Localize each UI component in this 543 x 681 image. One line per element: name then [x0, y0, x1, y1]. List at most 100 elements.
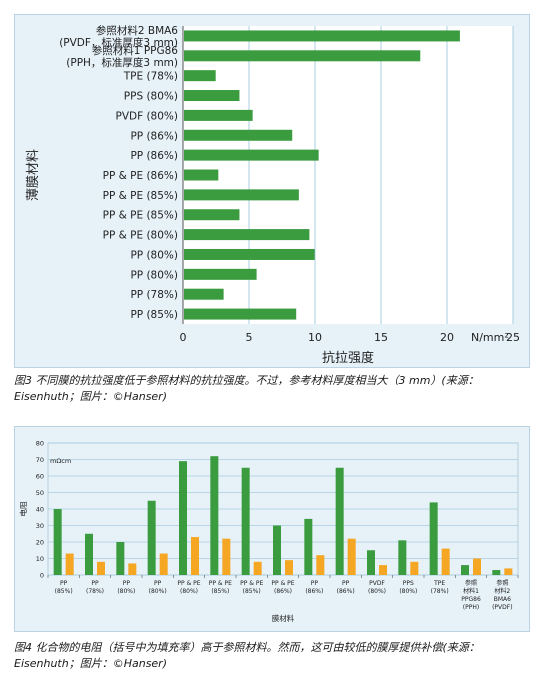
chart-panel-tensile-strength: 0 5 10 15 20 25 参照材料2 BMA6 (PVDF，标准厚度3 mm) 参照材料1… [14, 14, 530, 368]
category-label: (86%) [274, 588, 292, 595]
bar [410, 561, 419, 575]
category-label: (80%) [180, 588, 198, 595]
category-label: PP (86%) [130, 150, 178, 162]
bar [184, 288, 224, 300]
category-label: PP (80%) [130, 249, 178, 261]
x-axis-title: 抗拉强度 [322, 350, 374, 366]
y-tick-label: 30 [36, 522, 44, 530]
bar [184, 268, 257, 280]
x-unit-label: N/mm² [471, 331, 509, 344]
category-label: PP [60, 580, 68, 587]
category-label: PPG86 [461, 596, 481, 603]
category-label: PVDF [369, 580, 385, 587]
x-tick-label: 10 [308, 331, 322, 344]
bar [184, 109, 253, 121]
category-label: PPS [403, 580, 414, 587]
category-label: (PPH) [463, 604, 479, 611]
category-label: PVDF (80%) [115, 110, 178, 122]
category-label: PP & PE [240, 580, 263, 587]
bar [304, 518, 313, 575]
category-label: 材料2 [494, 587, 510, 595]
category-label: 参照 [496, 579, 508, 587]
category-label: 材料1 [463, 587, 479, 595]
category-label: PPS (80%) [124, 91, 178, 103]
category-label: (85%) [243, 588, 261, 595]
bar [179, 461, 187, 575]
bar [184, 189, 299, 201]
bar [116, 542, 125, 575]
y-tick-label: 50 [36, 489, 44, 497]
category-label: BMA6 [494, 596, 511, 603]
y-axis-title: 薄膜材料 [26, 149, 41, 201]
category-label: (78%) [86, 588, 104, 595]
category-label: (86%) [337, 588, 355, 595]
bar [253, 561, 262, 575]
category-label: (85%) [55, 588, 73, 595]
bar [285, 560, 293, 575]
y-tick-label: 70 [36, 456, 44, 464]
category-label: (86%) [305, 588, 323, 595]
category-label: 参照材料1 PPG86 [92, 44, 178, 57]
x-tick-label: 25 [506, 331, 520, 344]
tensile-strength-chart: 0 5 10 15 20 25 参照材料2 BMA6(PVDF，标准厚度3 mm)参照材料1… [26, 24, 520, 366]
bar [97, 561, 105, 575]
bar [85, 533, 93, 575]
bar [241, 467, 250, 575]
x-tick-label: 5 [246, 331, 253, 344]
bar [184, 50, 421, 62]
category-label: 参照材料2 BMA6 [96, 24, 178, 37]
category-label: PP (80%) [130, 269, 178, 281]
category-label: PP [123, 580, 131, 587]
y-tick-label: 0 [40, 572, 44, 580]
bar [222, 538, 231, 575]
category-label: PP & PE [271, 580, 294, 587]
category-label: PP & PE (86%) [103, 170, 178, 182]
bar [184, 149, 319, 161]
bar [65, 553, 74, 575]
category-label: PP & PE [209, 580, 232, 587]
bar [335, 467, 344, 575]
figure-4-caption: 图4 化合物的电阻（括号中为填充率）高于参照材料。然而，这可由较低的膜厚提供补偿… [14, 641, 480, 670]
category-label: PP (78%) [130, 289, 178, 301]
bar [461, 565, 469, 575]
category-label: (PVDF) [492, 604, 512, 611]
bar [159, 553, 168, 575]
bar [398, 540, 407, 575]
category-label: PP [342, 580, 350, 587]
category-label: (85%) [211, 588, 229, 595]
category-label: PP [91, 580, 99, 587]
bar [53, 509, 62, 575]
category-label: TPE (78%) [123, 71, 178, 83]
x-axis-title: 膜材料 [272, 613, 295, 623]
category-label: PP & PE (85%) [103, 190, 178, 202]
category-label: PP & PE [177, 580, 200, 587]
y-axis-title: 电阻 [18, 501, 28, 516]
x-tick-label: 0 [180, 331, 187, 344]
category-label: PP [154, 580, 162, 587]
category-label: (80%) [117, 588, 135, 595]
category-label: (78%) [431, 588, 449, 595]
category-label: PP [311, 580, 319, 587]
y-unit-label: mΩcm [50, 457, 71, 465]
bar [273, 525, 281, 575]
bar [184, 70, 216, 82]
chart-panel-resistance: 0 10 20 30 40 50 60 70 80 PP (85%) PP (78%) PP (80%) PP… [14, 426, 530, 632]
bar [210, 456, 219, 575]
figure-3-caption: 图3 不同膜的抗拉强度低于参照材料的抗拉强度。不过，参考材料厚度相当大（3 mm… [14, 374, 479, 403]
bar [147, 500, 156, 575]
bar [191, 537, 199, 575]
bar [128, 563, 137, 575]
bar [184, 90, 240, 102]
category-label: PP (86%) [130, 130, 178, 142]
category-label: (PPH，标准厚度3 mm) [66, 56, 178, 69]
x-tick-label: 15 [374, 331, 388, 344]
category-label: (80%) [399, 588, 417, 595]
y-tick-label: 40 [36, 506, 44, 514]
y-tick-label: 20 [36, 539, 44, 547]
y-tick-label: 60 [36, 473, 44, 481]
y-tick-label: 80 [36, 440, 44, 448]
bar [184, 169, 219, 181]
bar [184, 129, 293, 141]
bar [429, 502, 438, 575]
bar [504, 568, 513, 575]
